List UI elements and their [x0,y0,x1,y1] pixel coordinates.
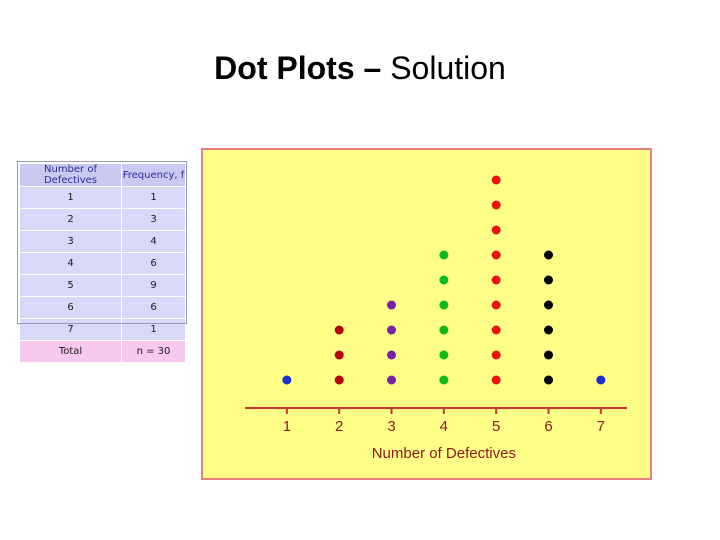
x-tick-label: 1 [283,418,291,435]
table-cell: 6 [19,296,122,319]
dot-point [596,375,606,385]
dot-point [491,300,501,310]
dot-point [439,250,449,260]
table-cell: 3 [121,208,186,231]
dot-point [544,250,554,260]
dot-point [334,325,344,335]
dot-point [544,325,554,335]
table-row: 1 1 [19,186,186,209]
table-row: 5 9 [19,274,186,297]
table-cell: 9 [121,274,186,297]
dot-point [491,275,501,285]
table-cell: 6 [121,296,186,319]
dot-point [491,175,501,185]
total-value: n = 30 [121,340,186,363]
table-header-row: Number of Defectives Frequency, f [19,163,186,187]
x-tick-label: 4 [440,418,448,435]
dot-point [439,350,449,360]
x-tick-label: 7 [597,418,605,435]
table-total-row: Total n = 30 [19,340,186,363]
x-axis-ticks [285,408,602,414]
dot-point [544,300,554,310]
x-tick-label: 6 [544,418,552,435]
dot-point [334,350,344,360]
dot-point [439,300,449,310]
table-cell: 1 [121,186,186,209]
table-cell: 6 [121,252,186,275]
table-cell: 4 [121,230,186,253]
dot-point [491,325,501,335]
dot-point [544,275,554,285]
dot-point [334,375,344,385]
dot-point [544,375,554,385]
table-row: 2 3 [19,208,186,231]
title-rest: Solution [390,50,506,86]
dot-point [439,275,449,285]
table-cell: 7 [19,318,122,341]
slide-title: Dot Plots – Solution [0,50,720,87]
table-cell: 1 [121,318,186,341]
dot-point [387,375,397,385]
x-axis-tick-labels: 1 2 3 4 5 6 7 [283,418,605,435]
x-tick-label: 3 [387,418,395,435]
title-dash: – [354,50,391,86]
title-bold: Dot Plots [214,50,355,86]
dot-point [387,325,397,335]
dot-plot-chart: 1 2 3 4 5 6 7 Number of Defectives [245,175,627,462]
table-cell: 3 [19,230,122,253]
dot-point [439,325,449,335]
header-frequency: Frequency, f [121,163,186,187]
dot-point [491,250,501,260]
dot-point [491,200,501,210]
dot-point [387,350,397,360]
frequency-table: Number of Defectives Frequency, f 1 1 2 … [19,163,186,363]
header-defectives: Number of Defectives [19,163,122,187]
dot-point [439,375,449,385]
table-cell: 2 [19,208,122,231]
dot-point [491,350,501,360]
x-tick-label: 2 [335,418,343,435]
table-cell: 5 [19,274,122,297]
table-row: 4 6 [19,252,186,275]
table-cell: 1 [19,186,122,209]
table-row: 3 4 [19,230,186,253]
dot-point [544,350,554,360]
table-cell: 4 [19,252,122,275]
table-row: 6 6 [19,296,186,319]
dot-marks [282,175,606,385]
dot-point [491,375,501,385]
dot-point [387,300,397,310]
x-axis-label: Number of Defectives [372,445,516,462]
total-label: Total [19,340,122,363]
table-row: 7 1 [19,318,186,341]
dot-point [282,375,292,385]
x-tick-label: 5 [492,418,500,435]
dot-plot-panel: 1 2 3 4 5 6 7 Number of Defectives [201,148,652,480]
dot-point [491,225,501,235]
